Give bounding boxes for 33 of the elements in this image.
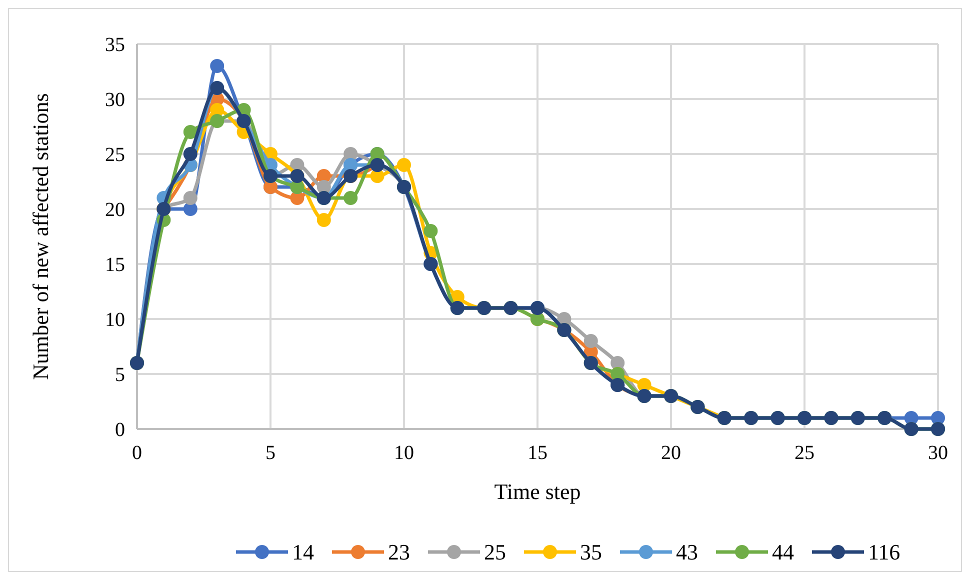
y-tick-label: 15: [105, 254, 125, 276]
legend-label: 44: [772, 540, 794, 565]
point: [397, 158, 411, 172]
point: [316, 213, 331, 227]
legend-label: 25: [484, 540, 506, 565]
point: [183, 125, 198, 139]
x-tick-label: 30: [928, 442, 948, 464]
point: [183, 191, 198, 205]
x-tick-label: 25: [794, 442, 814, 464]
y-tick-label: 30: [105, 89, 125, 111]
legend-label: 14: [292, 540, 314, 565]
y-tick-label: 10: [105, 309, 125, 331]
point: [183, 147, 198, 161]
x-tick-label: 0: [132, 442, 142, 464]
y-axis-title: Number of new affected stations: [28, 93, 53, 380]
x-axis-title: Time step: [494, 479, 581, 504]
y-tick-label: 0: [115, 419, 125, 441]
y-tick-label: 5: [115, 364, 125, 386]
y-tick-label: 25: [105, 144, 125, 166]
x-tick-label: 10: [394, 442, 414, 464]
legend-label: 116: [868, 540, 900, 565]
point: [424, 224, 438, 238]
y-tick-label: 35: [105, 34, 125, 56]
point: [584, 334, 598, 348]
point: [344, 191, 358, 205]
x-tick-label: 20: [661, 442, 681, 464]
x-tick-label: 15: [528, 442, 548, 464]
x-tick-label: 5: [266, 442, 276, 464]
point: [210, 59, 224, 73]
legend-label: 35: [580, 540, 602, 565]
legend-label: 23: [388, 540, 410, 565]
legend-label: 43: [676, 540, 698, 565]
y-tick-label: 20: [105, 199, 125, 221]
